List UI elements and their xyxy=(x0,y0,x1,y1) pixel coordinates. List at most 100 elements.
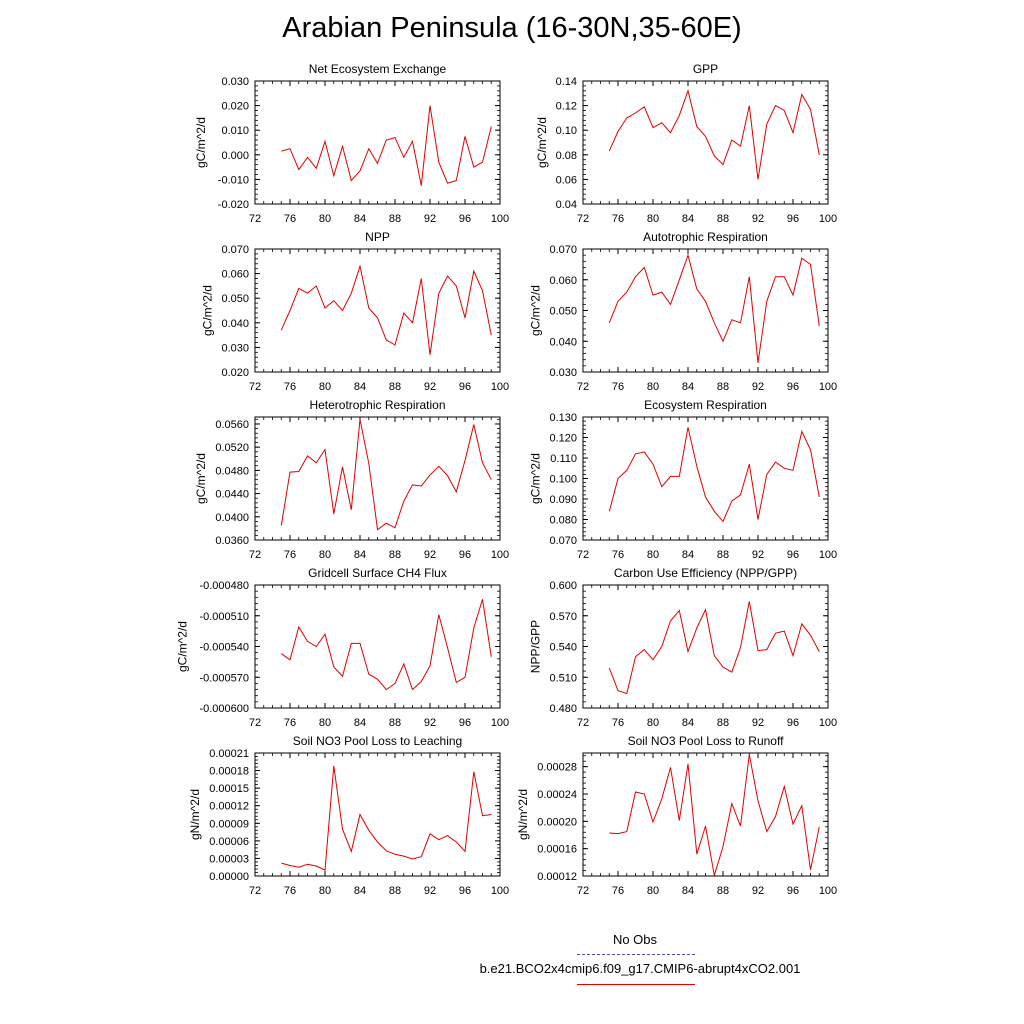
plot-frame xyxy=(582,416,829,541)
x-tick-label: 72 xyxy=(249,213,261,225)
x-tick-label: 84 xyxy=(682,213,694,225)
y-tick-label: 0.000 xyxy=(221,150,249,162)
y-tick-label: 0.0440 xyxy=(215,489,249,501)
x-tick-label: 76 xyxy=(612,885,624,897)
x-tick-label: 72 xyxy=(577,213,589,225)
x-tick-label: 92 xyxy=(424,717,436,729)
x-tick-label: 76 xyxy=(284,885,296,897)
x-tick-label: 88 xyxy=(389,885,401,897)
y-tick-label: -0.000540 xyxy=(199,642,249,654)
panel-10: Soil NO3 Pool Loss to Runoff 72 76 80 84 88 92… xyxy=(516,734,837,897)
panel-9: Soil NO3 Pool Loss to Leaching 72 76 80 84 88… xyxy=(188,734,509,897)
x-tick-label: 84 xyxy=(682,381,694,393)
series-line xyxy=(281,105,492,186)
panel-5: Heterotrophic Respiration 72 76 80 84 88 92 96 1… xyxy=(194,398,509,561)
panel-title: Ecosystem Respiration xyxy=(644,398,767,412)
x-tick-label: 76 xyxy=(284,717,296,729)
panel-4: Autotrophic Respiration 72 76 80 84 88 92 96 100… xyxy=(529,230,838,393)
y-tick-label: 0.04 xyxy=(556,199,577,211)
series-line xyxy=(608,253,820,363)
series-line xyxy=(608,427,820,523)
y-tick-label: 0.050 xyxy=(221,293,249,305)
x-tick-label: 96 xyxy=(787,717,799,729)
x-tick-label: 80 xyxy=(319,549,331,561)
y-tick-label: -0.000510 xyxy=(199,611,249,623)
x-tick-label: 80 xyxy=(647,381,659,393)
x-tick-label: 72 xyxy=(249,885,261,897)
x-tick-label: 84 xyxy=(682,549,694,561)
x-tick-label: 80 xyxy=(647,717,659,729)
y-tick-label: -0.010 xyxy=(218,174,249,186)
y-tick-label: 0.0480 xyxy=(215,465,249,477)
panel-title: Soil NO3 Pool Loss to Runoff xyxy=(628,734,785,748)
x-tick-label: 76 xyxy=(284,381,296,393)
series-line xyxy=(281,765,492,871)
y-tick-label: 0.040 xyxy=(221,318,249,330)
y-tick-label: 0.080 xyxy=(549,515,577,527)
plot-frame xyxy=(254,416,501,541)
y-tick-label: 0.14 xyxy=(556,76,577,88)
series-line xyxy=(609,754,820,876)
x-tick-label: 96 xyxy=(459,885,471,897)
series-line xyxy=(281,599,492,691)
legend-run-label: b.e21.BCO2x4cmip6.f09_g17.CMIP6-abrupt4x… xyxy=(479,961,801,976)
x-tick-label: 76 xyxy=(284,549,296,561)
x-tick-label: 80 xyxy=(319,381,331,393)
x-tick-label: 76 xyxy=(612,717,624,729)
x-tick-label: 72 xyxy=(577,885,589,897)
panel-8: Carbon Use Efficiency (NPP/GPP) 72 76 80 84 8… xyxy=(529,566,838,729)
y-tick-label: 0.510 xyxy=(549,672,577,684)
y-tick-label: 0.020 xyxy=(221,367,249,379)
series-line xyxy=(608,89,820,180)
y-tick-label: 0.480 xyxy=(549,703,577,715)
y-tick-label: -0.020 xyxy=(218,199,249,211)
y-axis-label: gC/m^2/d xyxy=(529,453,543,504)
x-tick-label: 96 xyxy=(459,381,471,393)
y-axis-label: gN/m^2/d xyxy=(516,789,530,840)
x-tick-label: 100 xyxy=(491,717,509,729)
x-tick-label: 100 xyxy=(819,549,837,561)
x-tick-label: 72 xyxy=(577,549,589,561)
y-tick-label: 0.12 xyxy=(556,101,577,113)
y-tick-label: 0.060 xyxy=(221,269,249,281)
panel-title: Net Ecosystem Exchange xyxy=(309,62,447,76)
x-tick-label: 92 xyxy=(424,885,436,897)
y-tick-label: 0.570 xyxy=(549,611,577,623)
panel-title: Soil NO3 Pool Loss to Leaching xyxy=(293,734,462,748)
y-tick-label: 0.060 xyxy=(549,275,577,287)
x-tick-label: 80 xyxy=(647,885,659,897)
x-tick-label: 80 xyxy=(319,213,331,225)
y-tick-label: 0.00009 xyxy=(209,818,249,830)
y-tick-label: 0.00020 xyxy=(537,816,577,828)
x-tick-label: 76 xyxy=(284,213,296,225)
x-tick-label: 96 xyxy=(787,885,799,897)
x-tick-label: 96 xyxy=(459,549,471,561)
y-axis-label: gC/m^2/d xyxy=(535,117,549,168)
x-tick-label: 84 xyxy=(354,717,366,729)
x-tick-label: 88 xyxy=(389,381,401,393)
x-tick-label: 100 xyxy=(819,885,837,897)
x-tick-label: 88 xyxy=(717,885,729,897)
series-line xyxy=(608,601,820,695)
y-tick-label: 0.00003 xyxy=(209,853,249,865)
x-tick-label: 76 xyxy=(612,381,624,393)
x-tick-label: 72 xyxy=(249,549,261,561)
x-tick-label: 88 xyxy=(717,381,729,393)
x-tick-label: 88 xyxy=(717,717,729,729)
y-axis-label: gC/m^2/d xyxy=(175,621,189,672)
panel-title: Heterotrophic Respiration xyxy=(309,398,445,412)
x-tick-label: 72 xyxy=(249,717,261,729)
panel-title: NPP xyxy=(365,230,390,244)
y-tick-label: 0.020 xyxy=(221,101,249,113)
y-axis-label: gN/m^2/d xyxy=(188,789,202,840)
y-tick-label: 0.00006 xyxy=(209,836,249,848)
x-tick-label: 100 xyxy=(819,213,837,225)
x-tick-label: 96 xyxy=(459,717,471,729)
series-line xyxy=(280,419,492,531)
y-tick-label: 0.540 xyxy=(549,642,577,654)
x-tick-label: 92 xyxy=(752,717,764,729)
x-tick-label: 72 xyxy=(577,717,589,729)
x-tick-label: 88 xyxy=(717,549,729,561)
y-tick-label: 0.030 xyxy=(221,342,249,354)
y-tick-label: 0.070 xyxy=(221,244,249,256)
